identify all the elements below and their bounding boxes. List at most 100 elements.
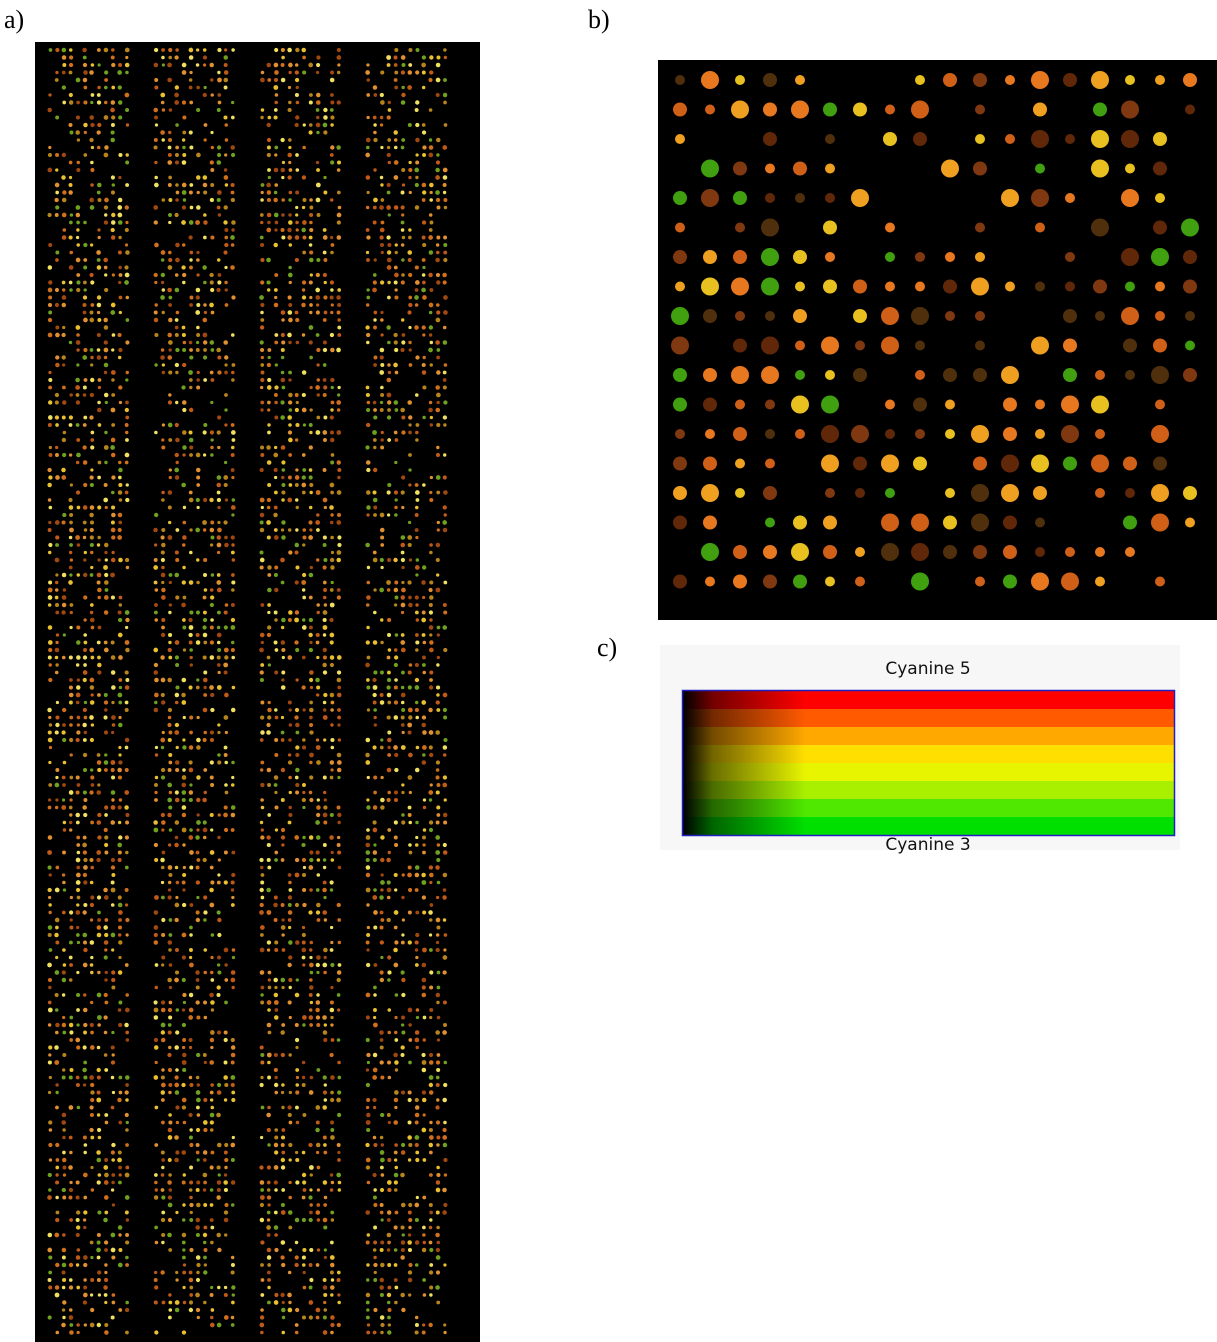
spot: [181, 693, 185, 697]
spot: [387, 400, 391, 404]
spot: [422, 258, 426, 262]
spot: [294, 1263, 298, 1267]
spot: [48, 783, 52, 787]
spot: [104, 1248, 108, 1252]
spot: [885, 429, 895, 439]
spot: [387, 791, 391, 795]
spot: [118, 476, 122, 480]
spot: [182, 273, 186, 277]
spot: [429, 873, 434, 878]
spot: [84, 86, 88, 90]
spot: [181, 1150, 186, 1155]
spot: [167, 160, 172, 165]
spot: [266, 520, 271, 525]
spot: [183, 716, 186, 719]
spot: [408, 1218, 412, 1222]
spot: [90, 821, 94, 825]
spot: [1003, 545, 1017, 559]
spot: [338, 738, 341, 741]
spot: [442, 895, 446, 899]
spot: [188, 633, 192, 637]
spot: [224, 123, 228, 127]
spot: [429, 70, 433, 74]
spot: [168, 198, 172, 202]
spot: [189, 1271, 193, 1275]
spot: [435, 385, 440, 390]
spot: [119, 401, 122, 404]
spot: [821, 337, 839, 355]
spot: [174, 843, 178, 847]
spot: [224, 753, 228, 757]
spot: [329, 835, 333, 839]
spot: [68, 1165, 73, 1170]
spot: [429, 1286, 433, 1290]
spot: [295, 783, 299, 787]
spot: [224, 1166, 227, 1169]
spot: [76, 288, 80, 292]
spot: [260, 550, 264, 554]
spot: [330, 1188, 334, 1192]
spot: [330, 768, 333, 771]
spot: [1063, 339, 1077, 353]
spot: [422, 1098, 426, 1102]
spot: [69, 723, 73, 727]
spot: [62, 1248, 67, 1253]
spot: [374, 258, 377, 261]
spot: [168, 1113, 172, 1117]
spot: [96, 790, 101, 795]
spot: [197, 1113, 201, 1117]
spot: [104, 1001, 108, 1005]
spot: [1095, 370, 1105, 380]
spot: [97, 1241, 101, 1245]
spot: [63, 761, 67, 765]
spot: [118, 970, 122, 974]
spot: [281, 176, 284, 179]
spot: [83, 416, 87, 420]
spot: [266, 910, 271, 915]
spot: [322, 430, 327, 435]
spot: [47, 963, 52, 968]
spot: [380, 333, 383, 336]
spot: [104, 753, 107, 756]
spot: [76, 701, 80, 705]
spot: [316, 850, 320, 854]
spot: [91, 693, 94, 696]
spot: [55, 446, 58, 449]
spot: [373, 843, 376, 846]
spot: [62, 783, 66, 787]
spot: [104, 1173, 109, 1178]
spot: [443, 1203, 447, 1207]
spot: [380, 1136, 384, 1140]
spot: [373, 415, 377, 419]
spot: [330, 145, 334, 149]
spot: [294, 550, 298, 554]
spot: [945, 400, 955, 410]
spot: [280, 138, 284, 142]
spot: [118, 925, 122, 929]
spot: [373, 326, 377, 330]
spot: [443, 1083, 447, 1087]
spot: [422, 356, 425, 359]
spot: [104, 700, 108, 704]
spot: [429, 595, 433, 599]
spot: [387, 896, 391, 900]
spot: [203, 858, 207, 862]
spot: [429, 985, 433, 989]
spot: [90, 611, 93, 614]
spot: [69, 626, 72, 629]
spot: [337, 1076, 341, 1080]
spot: [104, 641, 108, 645]
spot: [429, 498, 433, 502]
spot: [825, 370, 835, 380]
spot: [196, 1255, 201, 1260]
spot: [394, 798, 398, 802]
spot: [402, 731, 405, 734]
spot: [671, 337, 689, 355]
spot: [309, 716, 313, 720]
spot: [182, 1256, 186, 1260]
spot: [69, 828, 72, 831]
spot: [422, 836, 426, 840]
spot: [372, 1173, 376, 1177]
spot: [182, 146, 185, 149]
spot: [309, 258, 314, 263]
